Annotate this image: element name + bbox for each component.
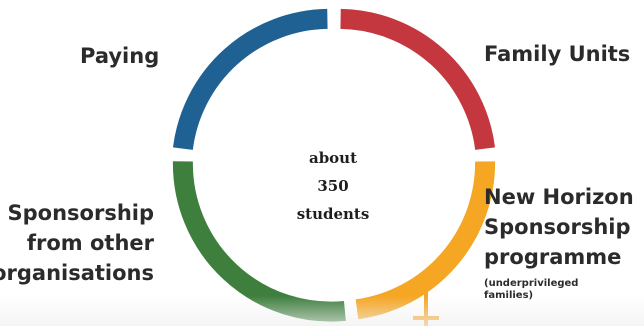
center-total-label: about 350 students — [283, 144, 383, 228]
label-family-units-line-1: Family Units — [484, 42, 631, 66]
label-paying: Paying — [80, 41, 159, 71]
label-sponsorship-other: Sponsorship from other organisations — [0, 198, 154, 288]
label-family-units: Family Units — [484, 39, 630, 69]
bottom-fade — [0, 296, 644, 326]
label-new-horizon-line-2: Sponsorship — [484, 215, 631, 239]
label-new-horizon-line-3: programme — [484, 245, 622, 269]
label-sponsorship-other-line-3: organisations — [0, 261, 154, 285]
label-new-horizon-line-1: New Horizon — [484, 185, 634, 209]
center-line-1: about — [308, 149, 358, 167]
segment-family-units — [340, 8, 496, 150]
label-new-horizon: New Horizon Sponsorship programme (under… — [484, 182, 634, 302]
center-line-2: 350 students — [296, 177, 370, 223]
label-new-horizon-note: (underprivileged families) — [484, 278, 579, 301]
label-sponsorship-other-line-1: Sponsorship — [7, 201, 155, 225]
label-sponsorship-other-line-2: from other — [26, 231, 154, 255]
segment-paying — [172, 8, 328, 150]
label-paying-line-1: Paying — [80, 44, 160, 68]
